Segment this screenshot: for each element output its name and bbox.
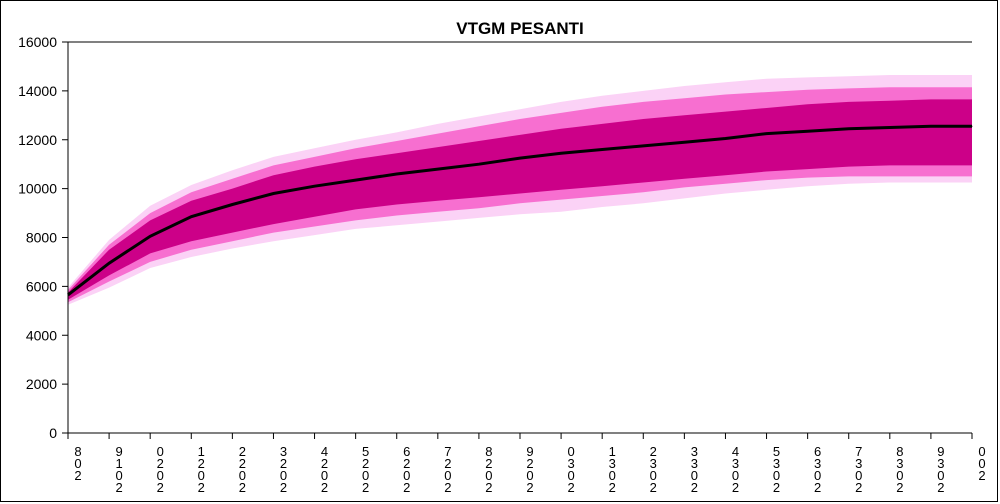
central-point [930, 125, 932, 127]
central-point [396, 173, 398, 175]
central-point [642, 145, 644, 147]
central-point [766, 133, 767, 135]
uncertainty-bands [68, 75, 972, 305]
central-point [231, 204, 233, 205]
y-tick-label: 14000 [18, 83, 57, 99]
central-point [848, 128, 850, 130]
y-tick-label: 16000 [18, 34, 57, 50]
central-point [601, 149, 603, 150]
y-tick-label: 10000 [18, 181, 57, 197]
central-point [437, 168, 439, 170]
central-point [807, 130, 809, 132]
central-point [889, 127, 891, 128]
y-tick-label: 0 [49, 425, 57, 441]
chart-title: VTGM PESANTI [456, 19, 584, 38]
central-point [519, 157, 521, 159]
y-tick-label: 4000 [26, 327, 57, 343]
central-point [355, 179, 357, 181]
central-point [478, 163, 480, 165]
central-point [108, 262, 110, 264]
central-point [683, 141, 685, 143]
y-tick-label: 12000 [18, 132, 57, 148]
x-axis-ticks: 8 0 2 9 1 0 2 0 2 0 2 1 2 0 2 2 2 0 2 3 2 0 2 4 2 0 2 5 2 0 2 6 2 0 2 7 2 0 2 8… [67, 433, 986, 495]
y-tick-label: 6000 [26, 278, 57, 294]
central-point [314, 185, 315, 187]
band-inner [68, 99, 972, 300]
y-tick-label: 8000 [26, 230, 57, 246]
central-point [273, 193, 274, 194]
central-point [971, 125, 973, 127]
y-axis-ticks: 0 2000 4000 6000 8000 10000 12000 14000 16000 [18, 34, 68, 441]
central-point [560, 152, 562, 154]
central-point [190, 216, 192, 218]
central-point [725, 138, 726, 139]
central-point [149, 235, 151, 237]
y-tick-label: 2000 [26, 376, 57, 392]
